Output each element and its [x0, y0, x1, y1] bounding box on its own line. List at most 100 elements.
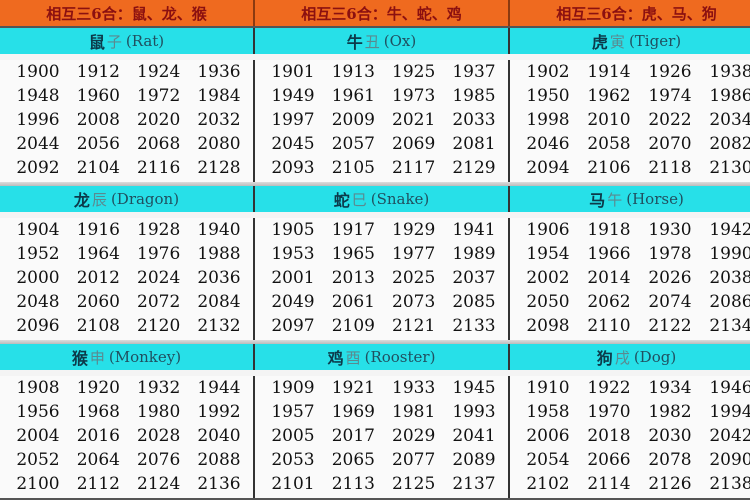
year-cell: 1922 [587, 378, 631, 398]
year-cell: 2085 [452, 292, 496, 312]
animal-header: 猴申 (Monkey) [0, 344, 255, 370]
animal-header: 蛇巳 (Snake) [255, 186, 510, 212]
year-cell: 1992 [197, 402, 241, 422]
year-cell: 2025 [392, 268, 436, 288]
year-cell: 1978 [648, 244, 692, 264]
year-cell: 2024 [137, 268, 181, 288]
year-cell: 2101 [271, 474, 315, 494]
animal-earthly-branch: 戌 [614, 348, 630, 367]
animal-name: 蛇 [333, 191, 350, 210]
year-cell: 2106 [587, 158, 631, 178]
year-line: 2096 2108 2120 2132 [10, 314, 247, 338]
year-cell: 2021 [392, 110, 436, 130]
year-cell: 2009 [331, 110, 375, 130]
year-cell: 2124 [137, 474, 181, 494]
animal-header: 龙辰 (Dragon) [0, 186, 255, 212]
year-cell: 1981 [392, 402, 436, 422]
animal-header: 马午 (Horse) [510, 186, 750, 212]
animal-english-name: (Dog) [633, 348, 677, 366]
animal-header: 鼠子 (Rat) [0, 28, 255, 54]
animal-english-name: (Ox) [383, 32, 417, 50]
year-cell: 1994 [709, 402, 750, 422]
year-cell: 2100 [16, 474, 60, 494]
year-cell: 2088 [197, 450, 241, 470]
year-line: 2004 2016 2028 2040 [10, 424, 247, 448]
year-cell: 2053 [271, 450, 315, 470]
year-line: 1953 1965 1977 1989 [265, 242, 502, 266]
year-cell: 2077 [392, 450, 436, 470]
year-cell: 2045 [271, 134, 315, 154]
year-list: 1904 1916 1928 1940 1952 1964 1976 1988 2000 2012… [0, 218, 255, 340]
year-cell: 2112 [76, 474, 120, 494]
year-cell: 1906 [526, 220, 570, 240]
year-cell: 2033 [452, 110, 496, 130]
bottom-border [0, 498, 750, 500]
years-row: 1904 1916 1928 1940 1952 1964 1976 1988 2000 2012… [0, 212, 750, 340]
animal-name: 牛 [346, 33, 363, 52]
year-line: 2045 2057 2069 2081 [265, 132, 502, 156]
animal-name: 龙 [73, 191, 90, 210]
group-header: 相互三6合：鼠、龙、猴 [0, 0, 255, 26]
year-line: 1901 1913 1925 1937 [265, 60, 502, 84]
year-cell: 1913 [331, 62, 375, 82]
year-cell: 2104 [76, 158, 120, 178]
year-cell: 1917 [331, 220, 375, 240]
year-line: 1949 1961 1973 1985 [265, 84, 502, 108]
year-cell: 2036 [197, 268, 241, 288]
year-cell: 2017 [331, 426, 375, 446]
year-cell: 1912 [76, 62, 120, 82]
year-cell: 2081 [452, 134, 496, 154]
year-cell: 1968 [76, 402, 120, 422]
year-cell: 2084 [197, 292, 241, 312]
year-cell: 2109 [331, 316, 375, 336]
year-line: 2092 2104 2116 2128 [10, 156, 247, 180]
year-cell: 1997 [271, 110, 315, 130]
year-cell: 2108 [76, 316, 120, 336]
year-cell: 1965 [331, 244, 375, 264]
year-cell: 2073 [392, 292, 436, 312]
year-cell: 2125 [392, 474, 436, 494]
year-cell: 2066 [587, 450, 631, 470]
animal-english-name: (Snake) [370, 190, 430, 208]
year-cell: 2070 [648, 134, 692, 154]
year-line: 1905 1917 1929 1941 [265, 218, 502, 242]
year-cell: 1944 [197, 378, 241, 398]
year-line: 2046 2058 2070 2082 [520, 132, 750, 156]
year-cell: 2076 [137, 450, 181, 470]
year-cell: 1942 [709, 220, 750, 240]
years-row: 1908 1920 1932 1944 1956 1968 1980 1992 2004 2016… [0, 370, 750, 498]
year-line: 1996 2008 2020 2032 [10, 108, 247, 132]
year-cell: 2126 [648, 474, 692, 494]
year-cell: 1928 [137, 220, 181, 240]
animal-english-name: (Monkey) [108, 348, 182, 366]
year-cell: 2116 [137, 158, 181, 178]
year-cell: 2018 [587, 426, 631, 446]
year-cell: 1904 [16, 220, 60, 240]
year-cell: 2050 [526, 292, 570, 312]
animal-name: 马 [589, 191, 606, 210]
year-line: 1998 2010 2022 2034 [520, 108, 750, 132]
year-line: 2094 2106 2118 2130 [520, 156, 750, 180]
year-cell: 1980 [137, 402, 181, 422]
year-cell: 2134 [709, 316, 750, 336]
year-cell: 1953 [271, 244, 315, 264]
year-cell: 2062 [587, 292, 631, 312]
year-cell: 1930 [648, 220, 692, 240]
animal-header-row: 龙辰 (Dragon) 蛇巳 (Snake) 马午 (Horse) [0, 186, 750, 212]
year-cell: 1938 [709, 62, 750, 82]
year-cell: 1908 [16, 378, 60, 398]
animal-earthly-branch: 酉 [345, 348, 361, 367]
year-cell: 1977 [392, 244, 436, 264]
animal-earthly-branch: 寅 [609, 32, 625, 51]
animal-name: 鸡 [327, 349, 344, 368]
year-line: 1906 1918 1930 1942 [520, 218, 750, 242]
year-cell: 2122 [648, 316, 692, 336]
year-cell: 2130 [709, 158, 750, 178]
year-cell: 1982 [648, 402, 692, 422]
animal-earthly-branch: 午 [607, 190, 623, 209]
year-cell: 1937 [452, 62, 496, 82]
year-cell: 1920 [76, 378, 120, 398]
year-cell: 2072 [137, 292, 181, 312]
animal-english-name: (Dragon) [110, 190, 180, 208]
